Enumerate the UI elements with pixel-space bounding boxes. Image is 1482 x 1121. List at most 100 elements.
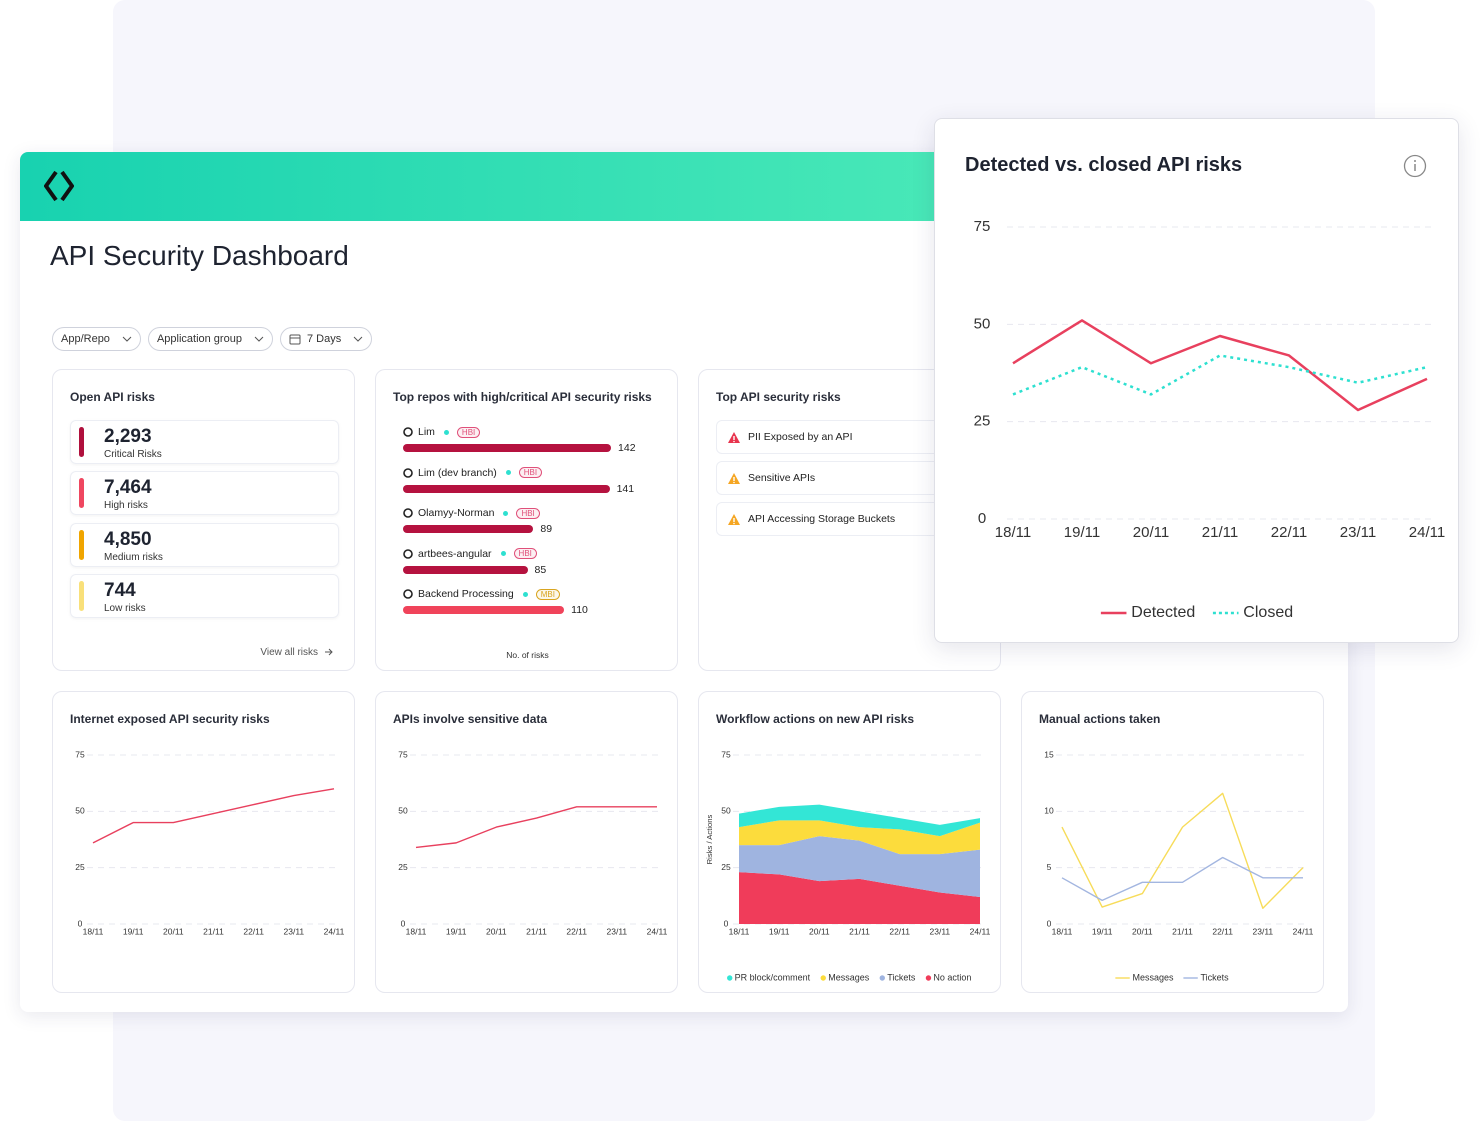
status-dot bbox=[500, 551, 506, 556]
status-dot bbox=[503, 510, 509, 516]
filter-dropdown[interactable]: Application group bbox=[147, 327, 273, 351]
x-tick-label: 24/11 bbox=[1293, 926, 1314, 936]
bar bbox=[403, 565, 528, 574]
y-tick-label: 50 bbox=[974, 315, 991, 332]
repo-item: Lim HBI 142 bbox=[403, 425, 663, 454]
repo-tag: HBI bbox=[516, 507, 540, 519]
severity-bar bbox=[79, 478, 84, 509]
legend-label: No action bbox=[933, 972, 971, 982]
repo-row: Lim HBI bbox=[403, 425, 663, 439]
view-all-link[interactable]: View all risks bbox=[260, 647, 334, 658]
x-tick-label: 21/11 bbox=[1172, 926, 1193, 936]
legend-label: Closed bbox=[1243, 604, 1293, 621]
risk-label: PII Exposed by an API bbox=[748, 431, 853, 443]
x-tick-label: 24/11 bbox=[970, 926, 991, 936]
repo-tag: MBI bbox=[535, 588, 560, 600]
bar bbox=[403, 606, 565, 614]
filter-label: 7 Days bbox=[306, 333, 342, 345]
legend-label: Tickets bbox=[887, 972, 916, 982]
x-tick-label: 20/11 bbox=[1132, 926, 1153, 936]
x-tick-label: 18/11 bbox=[83, 926, 104, 936]
info-icon[interactable] bbox=[1402, 153, 1428, 179]
y-tick-label: 50 bbox=[75, 806, 85, 816]
y-tick-label: 10 bbox=[1044, 806, 1054, 816]
repo-icon bbox=[403, 508, 413, 518]
legend-label: Messages bbox=[1132, 972, 1174, 982]
legend-label: Detected bbox=[1131, 604, 1195, 621]
x-tick-label: 24/11 bbox=[324, 926, 345, 936]
x-tick-label: 22/11 bbox=[243, 926, 264, 936]
repo-row: Olamyy-Norman HBI bbox=[403, 506, 663, 520]
x-tick-label: 19/11 bbox=[1092, 926, 1113, 936]
repo-tag: HBI bbox=[456, 426, 481, 438]
legend: PR block/comment Messages Tickets No action bbox=[727, 972, 971, 982]
line bbox=[1012, 354, 1428, 396]
repo-icon bbox=[403, 589, 413, 599]
x-tick-label: 18/11 bbox=[1052, 926, 1073, 936]
repo-item: Backend Processing MBI 110 bbox=[403, 587, 663, 616]
legend-label: PR block/comment bbox=[735, 972, 811, 982]
x-tick-label: 21/11 bbox=[526, 926, 547, 936]
risk-count: 2,293 bbox=[104, 426, 152, 447]
bar-value: 141 bbox=[616, 482, 635, 495]
bar-row: 142 bbox=[403, 442, 663, 454]
warning-icon bbox=[728, 431, 740, 443]
bar-row: 85 bbox=[403, 564, 663, 576]
chart-card: Manual actions taken 0 5 10 15 18/11 19/11 20/1… bbox=[1021, 691, 1324, 993]
x-tick-label: 20/11 bbox=[809, 926, 830, 936]
risk-label: Critical Risks bbox=[104, 449, 162, 460]
y-tick-label: 15 bbox=[1044, 749, 1054, 759]
risk-item: 2,293 Critical Risks bbox=[70, 420, 339, 464]
risk-item: 4,850 Medium risks bbox=[70, 522, 339, 567]
repo-row: artbees-angular HBI bbox=[403, 547, 663, 561]
repo-item: Olamyy-Norman HBI 89 bbox=[403, 506, 663, 535]
x-tick-label: 19/11 bbox=[1064, 524, 1100, 541]
x-tick-label: 21/11 bbox=[1202, 524, 1238, 541]
status-dot bbox=[505, 470, 511, 475]
status-dot bbox=[522, 591, 528, 597]
card-title: Top API security risks bbox=[716, 390, 841, 404]
filter-dropdown[interactable]: App/Repo bbox=[52, 327, 141, 351]
link-text: View all risks bbox=[260, 647, 318, 658]
x-tick-label: 20/11 bbox=[1133, 524, 1169, 541]
x-tick-label: 19/11 bbox=[123, 926, 144, 936]
risk-row: API Accessing Storage Buckets bbox=[716, 502, 1036, 536]
repo-icon bbox=[403, 548, 413, 559]
chart: 0 25 50 75 18/11 19/11 20/11 21/11 22/11 23/11 24/… bbox=[398, 749, 667, 936]
y-tick-label: 0 bbox=[401, 918, 406, 928]
chart: 0 5 10 15 18/11 19/11 20/11 21/11 22/11 23/11 24/1… bbox=[1044, 749, 1314, 982]
legend: Detected Closed bbox=[1100, 604, 1293, 621]
popup-chart-card: Detected vs. closed API risks 0 25 50 75 18/1… bbox=[934, 118, 1459, 643]
severity-bar bbox=[79, 529, 84, 560]
risk-label: Sensitive APIs bbox=[748, 472, 816, 484]
x-tick-label: 23/11 bbox=[284, 926, 305, 936]
filter-label: App/Repo bbox=[61, 333, 110, 345]
card-title: APIs involve sensitive data bbox=[393, 712, 548, 726]
status-dot bbox=[443, 429, 449, 435]
y-tick-label: 50 bbox=[721, 806, 731, 816]
y-tick-label: 25 bbox=[974, 413, 991, 430]
y-axis-label: Risks / Actions bbox=[705, 814, 714, 864]
y-tick-label: 25 bbox=[398, 862, 408, 872]
filter-dropdown[interactable]: 7 Days bbox=[279, 327, 373, 351]
repo-tag: HBI bbox=[513, 548, 537, 559]
chart-card: APIs involve sensitive data 0 25 50 75 18/11 1… bbox=[375, 691, 678, 993]
x-tick-label: 22/11 bbox=[1212, 926, 1233, 936]
x-tick-label: 18/11 bbox=[729, 926, 750, 936]
repo-row: Backend Processing MBI bbox=[403, 587, 663, 601]
logo bbox=[44, 170, 74, 202]
y-tick-label: 0 bbox=[978, 510, 986, 527]
risk-label: High risks bbox=[104, 500, 148, 512]
y-tick-label: 75 bbox=[721, 749, 731, 759]
bar bbox=[403, 525, 534, 533]
bar bbox=[403, 484, 610, 493]
area bbox=[739, 872, 980, 924]
x-tick-label: 18/11 bbox=[995, 524, 1031, 541]
open-risks-card: Open API risks 2,293 Critical Risks 7,464 Hi… bbox=[52, 369, 355, 671]
severity-bar bbox=[79, 427, 84, 457]
x-tick-label: 23/11 bbox=[1340, 524, 1376, 541]
y-tick-label: 0 bbox=[78, 918, 83, 928]
x-tick-label: 24/11 bbox=[1409, 524, 1445, 541]
filter-bar: App/Repo Application group 7 Days bbox=[52, 327, 373, 351]
bar-value: 110 bbox=[571, 604, 588, 616]
